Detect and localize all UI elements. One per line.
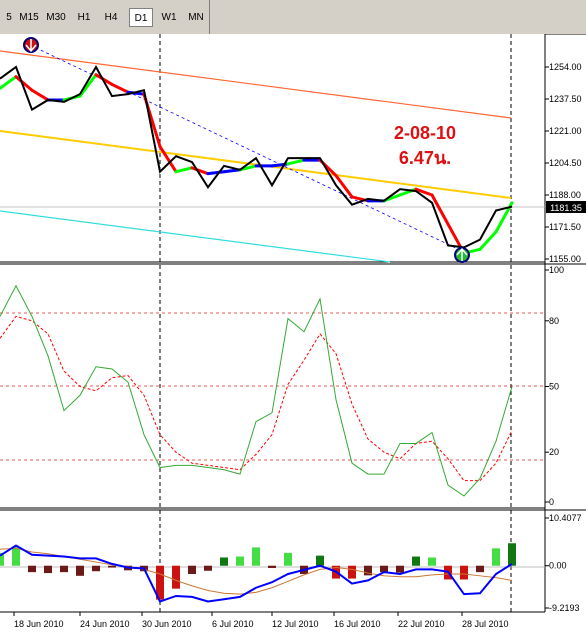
histogram-bar [412,556,420,566]
price-segment [78,73,98,98]
time-tick-label: 22 Jul 2010 [398,619,445,629]
price-segment [430,193,450,226]
stoch-tick-label: 100 [549,265,564,275]
stoch-tick-label: 20 [549,447,559,457]
histogram-bar [156,565,164,600]
timeframe-d1-button[interactable]: D1 [129,8,153,27]
osc-tick-label: -9.2193 [549,603,580,613]
price-tick-label: 1237.50 [549,94,582,104]
timeframe-h1-button[interactable]: H1 [77,12,91,23]
toolbar-separator [209,0,210,34]
price-segment [158,145,178,174]
stochastic-signal-line [0,315,513,482]
timeframe-m5-button[interactable]: 5 [6,12,12,23]
oscillator-pane: 10.4077 0.00 -9.2193 [0,513,582,613]
price-tick-label: 1204.50 [549,158,582,168]
price-segment [414,187,434,197]
histogram-bar [12,546,20,566]
buy-signal-icon [454,247,470,263]
histogram-bar [316,555,324,566]
price-tick-label: 1155.00 [549,254,581,264]
price-segment [478,230,498,251]
histogram-bar [188,565,196,574]
histogram-bar [284,552,292,566]
price-segment [14,75,34,92]
price-segment [206,170,226,176]
price-segment [270,162,290,168]
time-tick-label: 6 Jul 2010 [212,619,254,629]
time-axis: 18 Jun 2010 24 Jun 2010 30 Jun 2010 6 Jul 2… [13,612,509,629]
chart-frame [0,34,586,637]
histogram-bar [236,556,244,566]
histogram-bar [0,552,4,566]
oscillator-signal-line [0,547,513,595]
histogram-bar [364,565,372,576]
histogram-bar [172,565,180,589]
osc-tick-label: 0.00 [549,561,567,571]
time-tick-label: 30 Jun 2010 [142,619,192,629]
stoch-tick-label: 50 [549,382,559,392]
histogram-bar [220,557,228,566]
lower-channel-line [0,210,391,263]
price-segment [0,75,18,90]
price-segment [174,166,194,174]
histogram-bar [348,565,356,579]
time-tick-label: 12 Jul 2010 [272,619,319,629]
price-segment [110,82,130,94]
price-segment [190,166,210,176]
histogram-bar [460,565,468,580]
annotation-time: 6.47น. [399,148,451,168]
price-line [0,64,513,249]
stochastic-main-line [0,284,513,497]
timeframe-mn-button[interactable]: MN [188,12,204,23]
timeframe-m30-button[interactable]: M30 [46,12,66,23]
stoch-tick-label: 80 [549,316,559,326]
histogram-bar [268,565,276,569]
price-segment [30,88,50,102]
price-segment [334,174,354,199]
price-tick-label: 1221.00 [549,126,582,136]
histogram-bar [492,548,500,566]
trading-chart[interactable]: 1254.00 1237.50 1221.00 1204.50 1188.00 1171.… [0,34,586,637]
price-tick-label: 1171.50 [549,222,581,232]
histogram-bar [508,543,516,566]
price-tick-label: 1188.00 [549,190,581,200]
histogram-bar [252,547,260,566]
oscillator-main-line [0,544,513,603]
histogram-bar [44,565,52,574]
current-price-label: 1181.35 [550,203,582,213]
histogram-bar [428,557,436,566]
timeframe-w1-button[interactable]: W1 [161,12,177,23]
annotation-date: 2-08-10 [394,123,456,143]
histogram-bar [28,565,36,573]
time-tick-label: 28 Jul 2010 [462,619,509,629]
sell-signal-icon [23,37,39,53]
histogram-bar [204,565,212,571]
price-segment [238,164,258,172]
histogram-bar [60,565,68,573]
osc-tick-label: 10.4077 [549,513,582,523]
histogram-bar [396,565,404,573]
time-tick-label: 16 Jul 2010 [334,619,381,629]
histogram-bar [476,565,484,573]
timeframe-h4-button[interactable]: H4 [104,12,118,23]
time-tick-label: 24 Jun 2010 [80,619,130,629]
histogram-bar [108,565,116,568]
price-pane: 1254.00 1237.50 1221.00 1204.50 1188.00 1171.… [0,37,586,264]
histogram-bar [76,565,84,576]
histogram-bar [380,565,388,573]
histogram-bar [92,565,100,572]
price-tick-label: 1254.00 [549,62,582,72]
stochastic-pane: 100 80 50 20 0 [0,265,564,507]
timeframe-toolbar: 5 M15 M30 H1 H4 D1 W1 MN [0,0,586,35]
timeframe-m15-button[interactable]: M15 [19,12,39,23]
stoch-tick-label: 0 [549,497,554,507]
current-price-label-box [546,201,586,213]
time-tick-label: 18 Jun 2010 [14,619,64,629]
price-segment [286,158,306,166]
upper-channel-line [0,50,512,119]
